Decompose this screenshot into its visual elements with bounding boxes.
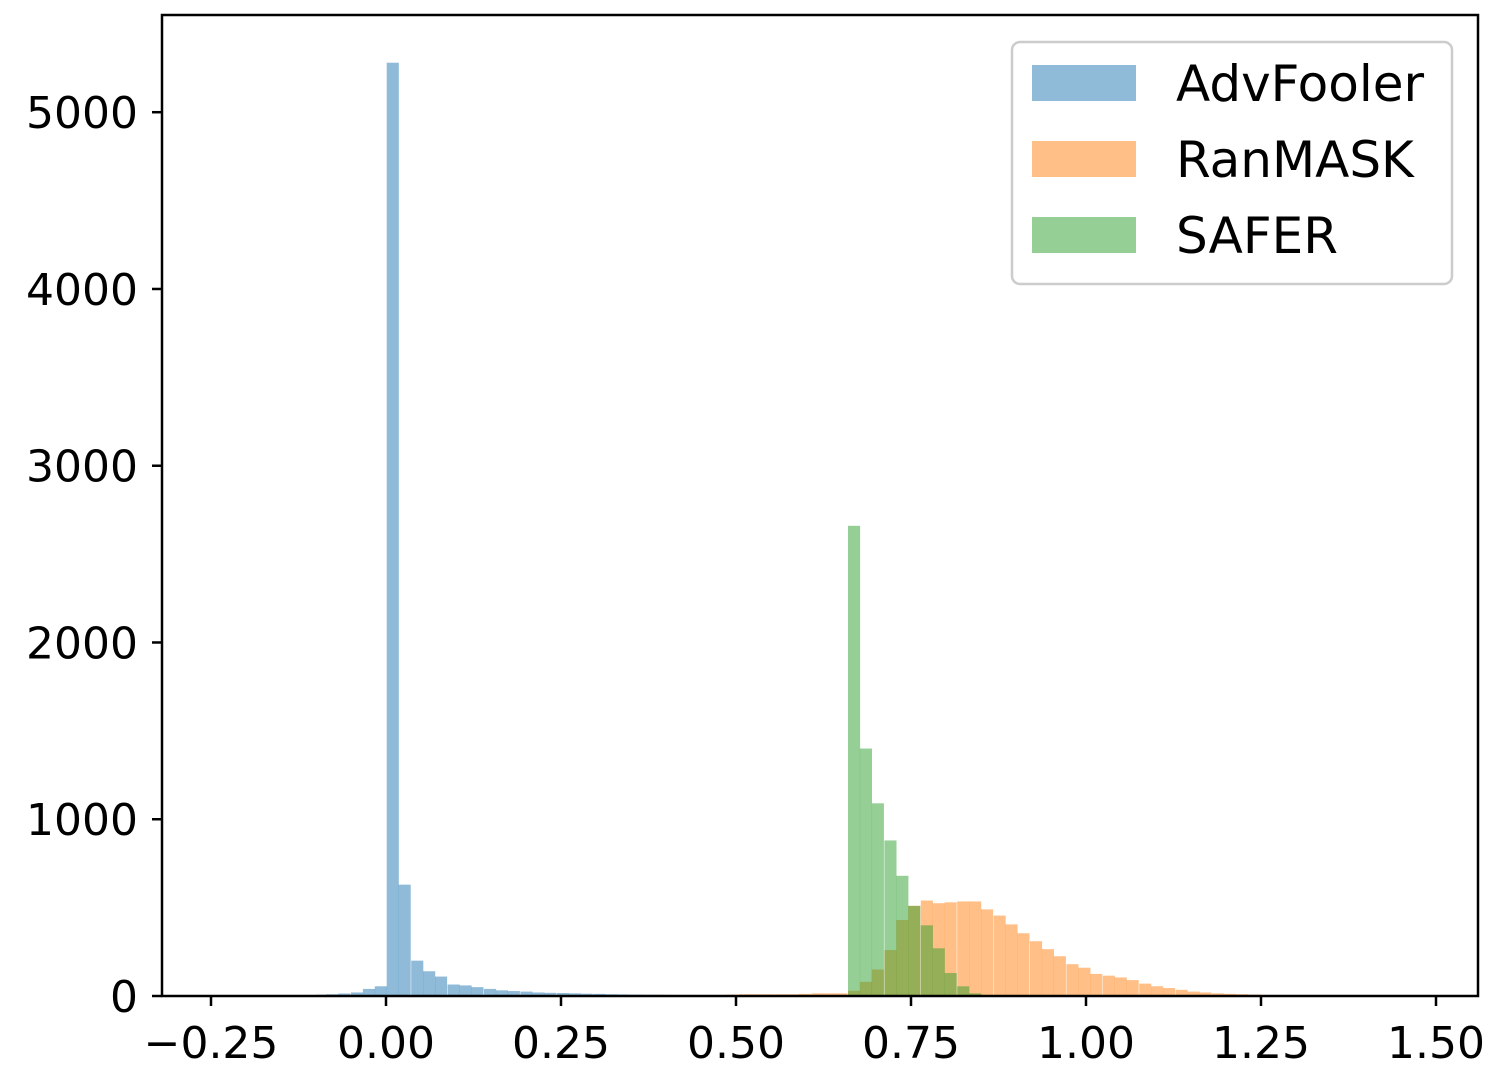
- ranmask-bar-26: [981, 909, 994, 996]
- ranmask-bar-36: [1102, 975, 1115, 996]
- advfooler-bar-21: [520, 991, 533, 996]
- safer-bar-0: [848, 525, 861, 996]
- safer-series: [848, 525, 994, 996]
- ranmask-bar-41: [1163, 988, 1176, 996]
- histogram-bars: [260, 62, 1273, 997]
- ranmask-bar-34: [1078, 967, 1091, 996]
- y-tick-label-2: 2000: [26, 618, 138, 669]
- advfooler-bar-7: [351, 992, 364, 996]
- advfooler-bar-22: [532, 992, 545, 996]
- ranmask-bar-32: [1053, 956, 1066, 996]
- ranmask-bar-29: [1017, 933, 1030, 996]
- ranmask-bar-44: [1199, 992, 1212, 996]
- legend-label-advfooler: AdvFooler: [1176, 55, 1424, 113]
- safer-bar-1: [859, 748, 873, 996]
- advfooler-bar-10: [386, 62, 399, 997]
- advfooler-bar-16: [459, 985, 472, 996]
- x-tick-label-0: −0.25: [144, 1018, 279, 1069]
- x-tick-label-4: 0.75: [862, 1018, 960, 1069]
- ranmask-bar-14: [835, 993, 848, 996]
- ranmask-bar-42: [1175, 989, 1188, 996]
- safer-bar-9: [957, 986, 970, 996]
- advfooler-bar-13: [423, 971, 436, 996]
- x-tick-label-6: 1.25: [1212, 1018, 1310, 1069]
- safer-bar-8: [944, 973, 957, 996]
- safer-bar-2: [871, 803, 884, 996]
- ranmask-bar-35: [1090, 973, 1103, 996]
- safer-bar-6: [920, 925, 933, 996]
- ranmask-bar-25: [969, 901, 982, 996]
- x-axis: −0.25 0.00 0.25 0.50 0.75 1.00 1.25 1.50: [144, 996, 1485, 1069]
- ranmask-bar-38: [1126, 980, 1139, 996]
- ranmask-bar-30: [1030, 941, 1043, 996]
- legend-swatch-advfooler: [1032, 65, 1136, 101]
- legend-swatch-safer: [1032, 217, 1136, 253]
- advfooler-bar-23: [544, 992, 557, 996]
- y-tick-label-4: 4000: [26, 265, 138, 316]
- advfooler-bar-19: [495, 990, 509, 996]
- x-tick-label-7: 1.50: [1387, 1018, 1485, 1069]
- y-tick-label-0: 0: [110, 972, 138, 1023]
- y-tick-label-5: 5000: [26, 88, 138, 139]
- safer-bar-3: [884, 840, 897, 996]
- legend-label-safer: SAFER: [1176, 207, 1338, 265]
- x-tick-label-1: 0.00: [337, 1018, 435, 1069]
- advfooler-bar-8: [362, 988, 376, 996]
- ranmask-bar-24: [957, 901, 970, 996]
- advfooler-bar-15: [447, 984, 460, 996]
- ranmask-bar-31: [1041, 949, 1055, 996]
- ranmask-bar-37: [1114, 977, 1127, 996]
- ranmask-bar-12: [811, 993, 824, 996]
- advfooler-bar-25: [568, 993, 581, 996]
- ranmask-bar-23: [944, 902, 957, 996]
- ranmask-bar-13: [823, 993, 836, 996]
- advfooler-bar-20: [507, 991, 520, 996]
- legend-label-ranmask: RanMASK: [1176, 131, 1415, 189]
- ranmask-bar-45: [1212, 993, 1225, 996]
- y-axis: 0 1000 2000 3000 4000 5000: [26, 88, 162, 1023]
- ranmask-bar-28: [1005, 924, 1018, 996]
- ranmask-bar-43: [1187, 991, 1200, 996]
- advfooler-bar-11: [398, 884, 411, 996]
- advfooler-series: [260, 62, 836, 997]
- x-tick-label-5: 1.00: [1037, 1018, 1135, 1069]
- legend: AdvFooler RanMASK SAFER: [1010, 40, 1454, 286]
- ranmask-bar-39: [1139, 983, 1152, 996]
- advfooler-bar-17: [471, 987, 484, 996]
- safer-bar-7: [932, 948, 945, 996]
- x-tick-label-3: 0.50: [687, 1018, 785, 1069]
- legend-swatch-ranmask: [1032, 141, 1136, 177]
- ranmask-bar-40: [1151, 986, 1164, 996]
- safer-bar-4: [896, 875, 909, 996]
- advfooler-bar-14: [435, 976, 448, 996]
- advfooler-bar-12: [411, 960, 424, 996]
- advfooler-bar-18: [484, 988, 497, 996]
- safer-bar-10: [969, 993, 982, 996]
- safer-bar-5: [908, 905, 921, 996]
- ranmask-bar-33: [1066, 964, 1079, 996]
- ranmask-series: [666, 900, 1273, 996]
- y-tick-label-3: 3000: [26, 442, 138, 493]
- ranmask-bar-27: [993, 915, 1006, 996]
- y-tick-label-1: 1000: [26, 795, 138, 846]
- x-tick-label-2: 0.25: [512, 1018, 610, 1069]
- advfooler-bar-9: [374, 986, 387, 996]
- plot-frame: [160, 13, 1480, 998]
- advfooler-bar-24: [556, 993, 569, 996]
